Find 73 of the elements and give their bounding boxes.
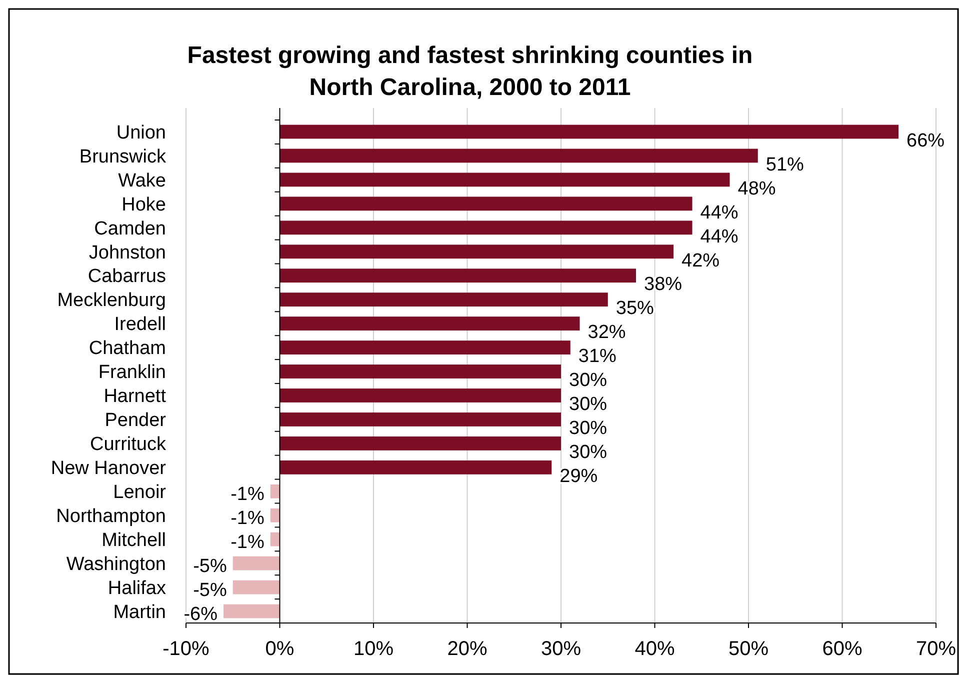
bar — [280, 268, 636, 283]
data-label: 44% — [700, 202, 738, 224]
y-tick-label: Wake — [118, 170, 166, 192]
data-label: 35% — [616, 298, 654, 320]
data-label: 48% — [738, 178, 776, 200]
data-label: 30% — [569, 442, 608, 464]
y-tick-label: Pender — [104, 410, 167, 432]
data-label: 31% — [578, 346, 617, 368]
data-label: -1% — [230, 508, 264, 529]
bar — [280, 316, 580, 331]
data-label: 30% — [569, 370, 608, 392]
data-label: 30% — [569, 394, 608, 416]
x-tick-label: 10% — [353, 638, 394, 660]
data-label: 42% — [682, 250, 720, 272]
bar — [224, 604, 280, 618]
bar — [232, 580, 280, 594]
x-tick-label: 50% — [728, 638, 769, 660]
y-tick-label: Washington — [66, 554, 166, 575]
chart-title: Fastest growing and fastest shrinking counties in North Carolina, 2000 to 2011 — [187, 42, 753, 101]
data-label: 29% — [560, 466, 598, 488]
bar — [280, 412, 561, 426]
y-tick-label: Harnett — [104, 386, 167, 408]
bar — [232, 556, 280, 570]
y-tick-label: Union — [116, 122, 166, 144]
x-tick-label: -10% — [162, 638, 210, 660]
y-tick-label: Camden — [94, 218, 166, 240]
data-label: -1% — [230, 484, 264, 506]
bar — [280, 124, 898, 139]
y-tick-label: Currituck — [90, 434, 166, 456]
x-tick-label: 20% — [447, 638, 488, 660]
y-tick-label: Mitchell — [102, 530, 166, 551]
y-tick-label: Mecklenburg — [57, 290, 166, 312]
y-tick-label: Lenoir — [113, 482, 167, 504]
bar — [280, 196, 692, 211]
bar — [270, 484, 280, 498]
bar — [280, 436, 561, 450]
y-tick-label: Halifax — [108, 578, 166, 599]
data-label: 32% — [588, 322, 626, 344]
bar — [280, 364, 561, 378]
data-label: 51% — [766, 154, 804, 176]
y-tick-label: Johnston — [88, 242, 166, 264]
y-tick-label: Chatham — [88, 338, 166, 360]
x-tick-label: 30% — [540, 638, 582, 660]
data-label: -1% — [230, 532, 264, 553]
bar — [270, 532, 280, 546]
data-label: -5% — [193, 556, 227, 577]
y-tick-label: Franklin — [98, 362, 166, 384]
bar — [280, 340, 570, 354]
bar — [280, 460, 552, 474]
x-tick-label: 40% — [634, 638, 675, 660]
bar — [280, 148, 758, 163]
data-label: 38% — [644, 274, 682, 296]
bar — [280, 220, 692, 235]
y-tick-label: Iredell — [114, 314, 166, 336]
y-tick-label: Northampton — [56, 506, 166, 527]
bar — [270, 508, 280, 522]
y-tick-label: Brunswick — [79, 146, 166, 168]
y-tick-label: New Hanover — [50, 458, 167, 480]
data-label: 30% — [569, 418, 608, 440]
y-tick-label: Martin — [113, 602, 166, 623]
data-label: -5% — [193, 580, 227, 601]
y-tick-label: Cabarrus — [88, 266, 166, 288]
x-tick-label: 60% — [822, 638, 862, 660]
bar — [280, 244, 674, 259]
bar — [280, 292, 608, 307]
x-tick-label: 70% — [916, 638, 956, 660]
y-tick-label: Hoke — [122, 194, 166, 216]
bar — [280, 388, 561, 402]
data-label: -6% — [184, 604, 218, 625]
x-tick-label: 0% — [265, 638, 294, 660]
data-label: 66% — [906, 130, 945, 152]
bar — [280, 172, 730, 187]
data-label: 44% — [700, 226, 738, 248]
